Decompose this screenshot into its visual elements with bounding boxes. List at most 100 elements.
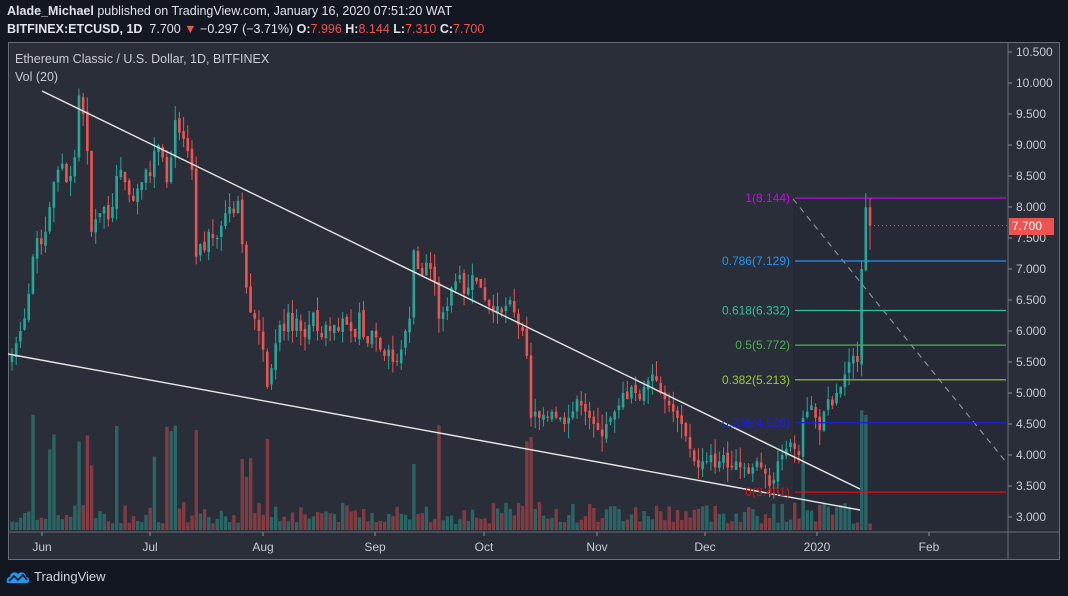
candle-body [328,326,332,331]
volume-bar [106,521,111,530]
candle-body [303,328,307,338]
candle-body [307,324,311,340]
candle-body [462,272,466,294]
volume-bar [420,513,424,530]
candle-body [588,410,591,418]
candle-body [517,313,520,325]
candle-body [44,231,47,246]
candle-body [98,213,102,218]
candle-body [797,451,801,455]
y-tick-label: 8.500 [1016,169,1046,183]
volume-bar [491,503,496,530]
volume-bar [700,506,705,530]
candle-body [291,312,294,331]
volume-bar [851,523,856,530]
volume-bar [537,502,542,530]
last-price: 7.700 [149,22,181,36]
candle-body [374,330,378,338]
candle-body [441,312,445,320]
volume-bar [726,523,730,530]
volume-bar [763,514,768,530]
volume-bar [533,508,537,530]
volume-bar [332,513,337,530]
candle-body [651,374,654,382]
candle-body [337,327,340,331]
candle-body [584,403,587,412]
candle-body [655,376,658,381]
volume-bar [232,515,236,530]
volume-indicator-label[interactable]: Vol (20) [15,70,59,84]
candle-body [106,205,110,220]
volume-bar [228,522,232,530]
volume-bar [186,522,190,530]
volume-bar [48,449,52,530]
volume-bar [675,509,680,530]
volume-bar [495,508,500,530]
candle-body [793,443,796,449]
volume-bar [85,435,90,530]
volume-bar [56,515,60,530]
candle-body [429,263,432,269]
volume-bar [341,502,345,530]
candle-body [370,331,374,345]
volume-bar [500,512,504,530]
volume-bar [813,521,818,530]
candle-body [738,462,742,468]
volume-bar [22,513,27,530]
candle-body [228,207,231,214]
candle-body [621,393,625,408]
volume-bar [516,503,521,530]
volume-bar [688,517,692,530]
tradingview-logo-icon [6,572,30,583]
candle-body [194,168,198,257]
candle-body [571,411,575,418]
volume-bar [479,519,483,530]
candle-body [680,415,683,424]
volume-bar [445,516,450,530]
candle-body [349,322,353,331]
candle-body [345,316,349,325]
candle-body [663,392,667,400]
volume-bar [18,517,23,530]
volume-bar [487,523,491,530]
volume-bar [374,522,378,530]
volume-bar [646,516,650,530]
candle-body [642,386,646,401]
candle-body [341,318,344,332]
candle-body [39,238,43,245]
volume-bar [855,522,860,530]
candle-body [567,417,570,424]
volume-bar [345,505,349,530]
tradingview-brand: TradingView [34,568,106,584]
volume-bar [282,516,286,530]
candle-body [676,410,679,418]
volume-bar [361,509,366,530]
fib-level-label: 0.382(5.213) [722,373,790,387]
down-arrow-icon: ▼ [184,22,197,36]
candle-body [249,286,252,313]
candle-body [270,368,273,385]
volume-bar [567,515,571,530]
candle-body [475,277,478,282]
candle-body [433,266,437,282]
candle-body [688,437,692,449]
candle-body [868,207,872,226]
candle-body [173,120,177,158]
volume-bar [772,503,776,530]
volume-bar [474,517,479,530]
author-name[interactable]: Alade_Michael [7,4,94,18]
volume-bar [324,511,328,530]
fib-level-label: 0.5(5.772) [735,338,790,352]
candle-body [240,199,244,245]
volume-bar [759,523,763,530]
candle-body [35,238,39,259]
candle-body [148,172,152,176]
volume-bar [541,515,546,530]
candle-body [165,156,169,183]
candle-body [847,362,851,373]
volume-bar [454,523,458,530]
candle-body [592,416,596,424]
volume-bar [240,458,244,530]
candle-body [789,442,792,447]
